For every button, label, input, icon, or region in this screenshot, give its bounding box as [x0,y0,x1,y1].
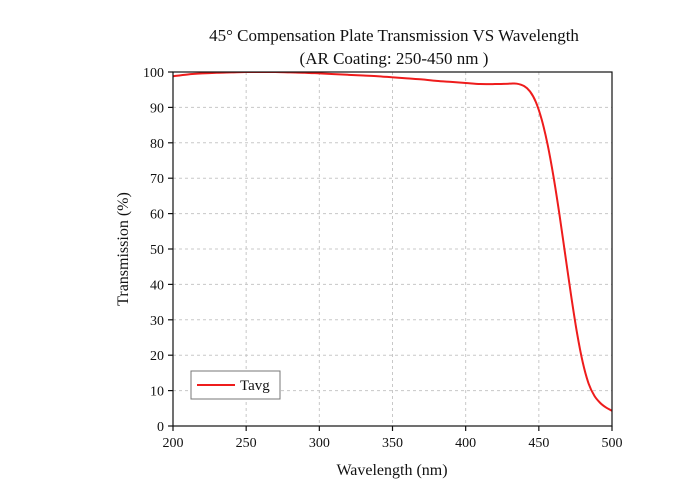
x-tick-label: 500 [602,436,623,451]
y-tick-label: 80 [150,137,164,152]
legend-label-tavg: Tavg [240,378,270,394]
y-tick-label: 70 [150,172,164,187]
x-tick-label: 250 [236,436,257,451]
y-tick-label: 60 [150,208,164,223]
x-tick-label: 350 [382,436,403,451]
y-tick-label: 20 [150,349,164,364]
y-tick-label: 90 [150,101,164,116]
series-line-tavg [173,72,612,412]
x-tick-label: 450 [528,436,549,451]
plot-frame [172,71,613,427]
chart-subtitle: (AR Coating: 250-450 nm ) [300,49,489,68]
y-axis-label: Transmission (%) [115,192,132,306]
legend: Tavg [190,370,281,400]
chart-title: 45° Compensation Plate Transmission VS W… [209,26,579,45]
y-tick-label: 0 [157,420,164,435]
y-tick-label: 30 [150,314,164,329]
y-tick-label: 10 [150,385,164,400]
y-tick-label: 50 [150,243,164,258]
x-tick-label: 300 [309,436,330,451]
x-axis-label: Wavelength (nm) [336,462,447,479]
y-tick-label: 40 [150,278,164,293]
y-tick-label: 100 [143,66,164,81]
grid-lines [173,72,612,426]
axis-ticks: 200 250 300 350 400 450 500 0 10 20 30 40 50 60 70 80 90… [143,66,623,451]
x-tick-label: 400 [455,436,476,451]
x-tick-label: 200 [163,436,184,451]
